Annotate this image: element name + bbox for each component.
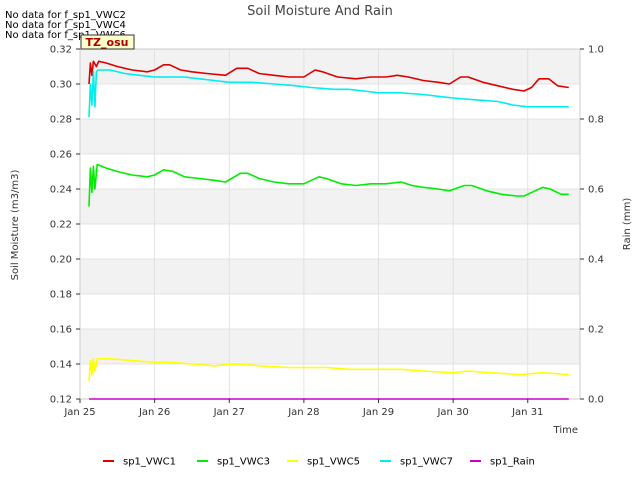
- plot-band: [80, 49, 580, 84]
- y2-axis-ticks: 0.0 0.2 0.4 0.6 0.8 1.0: [580, 45, 604, 406]
- y-tick-label: 0.24: [50, 185, 72, 196]
- legend-entry-sp1-vwc1: sp1_VWC1: [123, 457, 176, 468]
- y2-axis-label: Rain (mm): [622, 198, 633, 251]
- plot-band: [80, 224, 580, 259]
- legend-entry-sp1-vwc5: sp1_VWC5: [307, 457, 360, 468]
- y-axis-label: Soil Moisture (m3/m3): [10, 170, 21, 281]
- y-tick-label: 0.12: [50, 395, 72, 406]
- x-tick-label: Jan 30: [436, 407, 468, 418]
- legend-entry-sp1-vwc3: sp1_VWC3: [217, 457, 270, 468]
- y-tick-label: 0.30: [50, 80, 72, 91]
- no-data-message-vwc6: No data for f_sp1_VWC6: [5, 30, 126, 41]
- x-tick-label: Jan 29: [362, 407, 394, 418]
- no-data-message-vwc2: No data for f_sp1_VWC2: [5, 10, 126, 21]
- y2-tick-label: 1.0: [588, 45, 604, 56]
- series-line-sp1-vwc3: [88, 163, 569, 207]
- series-line-sp1-vwc7: [88, 69, 569, 118]
- plot-background-bands: [80, 49, 580, 399]
- x-axis-ticks: Jan 25 Jan 26 Jan 27 Jan 28 Jan 29 Jan 30 Jan …: [63, 399, 543, 418]
- plot-band: [80, 154, 580, 189]
- y2-tick-label: 0.4: [588, 255, 604, 266]
- y2-tick-label: 0.6: [588, 185, 604, 196]
- plot-band: [80, 119, 580, 154]
- x-tick-label: Jan 31: [511, 407, 543, 418]
- chart-title: Soil Moisture And Rain: [247, 4, 393, 19]
- plot-band: [80, 329, 580, 364]
- y-tick-label: 0.20: [50, 255, 72, 266]
- x-tick-label: Jan 27: [213, 407, 245, 418]
- y2-tick-label: 0.2: [588, 325, 604, 336]
- no-data-message-vwc4: No data for f_sp1_VWC4: [5, 20, 126, 31]
- tooltip-label: TZ_osu: [86, 36, 129, 49]
- legend-entry-sp1-rain: sp1_Rain: [490, 457, 535, 468]
- y-tick-label: 0.16: [50, 325, 72, 336]
- legend-entry-sp1-vwc7: sp1_VWC7: [400, 457, 453, 468]
- y-tick-label: 0.26: [50, 150, 72, 161]
- x-tick-label: Jan 26: [138, 407, 170, 418]
- y2-tick-label: 0.8: [588, 115, 604, 126]
- series-line-sp1-vwc5: [88, 357, 569, 382]
- y-tick-label: 0.28: [50, 115, 72, 126]
- series-line-sp1-vwc1: [88, 60, 569, 92]
- plot-band: [80, 259, 580, 294]
- plot-band: [80, 294, 580, 329]
- x-tick-label: Jan 25: [63, 407, 95, 418]
- y-tick-label: 0.22: [50, 220, 72, 231]
- plot-band: [80, 364, 580, 399]
- tooltip-box: [80, 34, 135, 50]
- tooltip-badge: TZ_osu: [80, 34, 135, 50]
- legend: sp1_VWC1 sp1_VWC3 sp1_VWC5 sp1_VWC7 sp1_Rain: [103, 457, 535, 468]
- series-lines: [88, 60, 569, 400]
- y-axis-ticks: 0.12 0.14 0.16 0.18 0.20 0.22 0.24 0.26 0.28 0.30…: [50, 45, 80, 406]
- y-tick-label: 0.14: [50, 360, 72, 371]
- y-tick-label: 0.18: [50, 290, 72, 301]
- plot-band: [80, 189, 580, 224]
- x-axis-label: Time: [553, 425, 578, 436]
- y-tick-label: 0.32: [50, 45, 72, 56]
- y2-tick-label: 0.0: [588, 395, 604, 406]
- x-tick-label: Jan 28: [287, 407, 319, 418]
